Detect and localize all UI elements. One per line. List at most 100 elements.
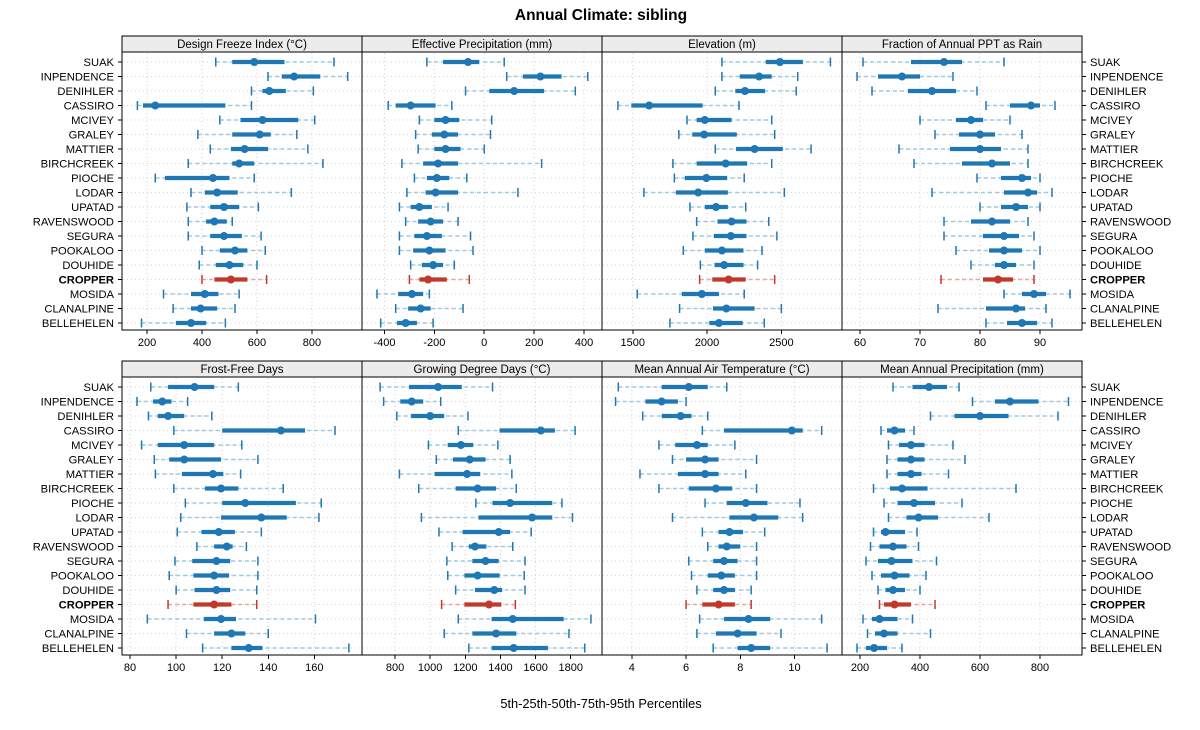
median-dot bbox=[426, 217, 435, 226]
axis-tick-label: 2500 bbox=[769, 337, 793, 349]
station-label-left: GRALEY bbox=[69, 454, 115, 466]
median-dot bbox=[212, 586, 221, 594]
median-dot bbox=[434, 383, 443, 391]
median-dot bbox=[914, 513, 923, 522]
station-label-right: GRALEY bbox=[1090, 454, 1136, 466]
median-dot bbox=[196, 304, 205, 313]
median-dot bbox=[429, 261, 438, 269]
median-dot bbox=[714, 600, 723, 609]
strip-label: Growing Degree Days (°C) bbox=[414, 364, 551, 376]
station-label-right: CROPPER bbox=[1090, 274, 1145, 286]
strip-label: Mean Annual Precipitation (mm) bbox=[880, 364, 1044, 376]
station-label-right: MOSIDA bbox=[1090, 289, 1135, 301]
median-dot bbox=[276, 426, 285, 435]
axis-tick-label: 400 bbox=[911, 662, 929, 674]
axis-tick-label: 4 bbox=[629, 662, 635, 674]
station-label-right: BIRCHCREEK bbox=[1090, 483, 1164, 495]
station-label-right: LODAR bbox=[1090, 187, 1129, 199]
median-dot bbox=[463, 470, 472, 478]
median-dot bbox=[235, 159, 244, 168]
panel-2: -400 -200 0 200 400 Effective Precipitation (… bbox=[361, 35, 603, 349]
median-dot bbox=[750, 145, 759, 153]
axis-tick-label: 8 bbox=[737, 662, 743, 674]
median-dot bbox=[440, 130, 449, 139]
median-dot bbox=[407, 290, 416, 298]
median-dot bbox=[473, 571, 482, 580]
median-dot bbox=[219, 203, 228, 211]
plot-caption: 5th-25th-50th-75th-95th Percentiles bbox=[500, 696, 701, 711]
station-label-left: GRALEY bbox=[69, 129, 115, 141]
median-dot bbox=[775, 58, 784, 66]
station-label-left: CASSIRO bbox=[64, 425, 115, 437]
axis-tick-label: 1800 bbox=[558, 662, 582, 674]
median-dot bbox=[657, 397, 666, 406]
median-dot bbox=[694, 188, 703, 197]
station-label-left: SUAK bbox=[84, 382, 115, 394]
median-dot bbox=[747, 644, 756, 652]
median-dot bbox=[217, 484, 226, 493]
median-dot bbox=[492, 629, 501, 638]
median-dot bbox=[994, 275, 1002, 284]
median-dot bbox=[441, 116, 450, 124]
median-dot bbox=[1000, 246, 1008, 255]
station-label-right: INPENDENCE bbox=[1090, 71, 1163, 83]
median-dot bbox=[441, 145, 450, 153]
axis-tick-label: -400 bbox=[373, 337, 395, 349]
station-labels-band-1: SUAK SUAK INPENDENCE INPENDENCE DENIHLER DENI… bbox=[33, 57, 1171, 330]
median-dot bbox=[702, 174, 711, 182]
station-label-right: UPATAD bbox=[1090, 202, 1133, 214]
strip-label: Mean Annual Air Temperature (°C) bbox=[634, 364, 809, 376]
axis-tick-label: 70 bbox=[914, 337, 926, 349]
median-dot bbox=[510, 87, 519, 95]
median-dot bbox=[724, 275, 733, 284]
median-dot bbox=[727, 217, 736, 226]
station-label-left: CLANALPINE bbox=[44, 628, 114, 640]
axis-tick-label: 100 bbox=[167, 662, 185, 674]
median-dot bbox=[744, 615, 753, 623]
station-label-right: SEGURA bbox=[1090, 556, 1138, 568]
axis-tick-label: 6 bbox=[683, 662, 689, 674]
median-dot bbox=[976, 130, 984, 139]
station-labels-band-2: SUAK SUAK INPENDENCE INPENDENCE DENIHLER DENI… bbox=[33, 382, 1171, 655]
panel-strip bbox=[841, 360, 1083, 378]
strip-label: Elevation (m) bbox=[688, 39, 756, 51]
station-label-right: CASSIRO bbox=[1090, 425, 1141, 437]
strip-label: Effective Precipitation (mm) bbox=[412, 39, 553, 51]
median-dot bbox=[880, 629, 888, 638]
median-dot bbox=[227, 629, 236, 638]
axis-tick-label: 80 bbox=[124, 662, 136, 674]
median-dot bbox=[733, 629, 742, 638]
median-dot bbox=[684, 383, 693, 391]
panel-4: 60 70 80 90 Fraction of Annual PPT as Rain bbox=[841, 35, 1083, 349]
axis-tick-label: 120 bbox=[213, 662, 231, 674]
median-dot bbox=[509, 644, 518, 652]
median-dot bbox=[426, 412, 435, 420]
median-dot bbox=[485, 600, 494, 609]
median-dot bbox=[701, 470, 710, 478]
median-dot bbox=[415, 203, 424, 211]
station-label-left: RAVENSWOOD bbox=[33, 541, 114, 553]
median-dot bbox=[907, 441, 915, 449]
median-dot bbox=[456, 441, 465, 449]
station-label-left: SUAK bbox=[84, 57, 115, 69]
station-label-left: PIOCHE bbox=[71, 173, 114, 185]
median-dot bbox=[1024, 188, 1032, 197]
median-dot bbox=[907, 470, 915, 478]
median-dot bbox=[151, 101, 160, 110]
axis-tick-label: 200 bbox=[138, 337, 156, 349]
median-dot bbox=[928, 87, 936, 95]
median-dot bbox=[217, 615, 226, 623]
median-dot bbox=[210, 600, 219, 609]
median-dot bbox=[1027, 101, 1035, 110]
median-dot bbox=[907, 455, 915, 464]
median-dot bbox=[645, 101, 654, 110]
axis-tick-label: 140 bbox=[259, 662, 277, 674]
median-dot bbox=[1018, 319, 1026, 327]
panel-strip bbox=[841, 35, 1083, 53]
median-dot bbox=[210, 217, 219, 226]
station-label-right: PIOCHE bbox=[1090, 498, 1133, 510]
station-label-right: MOSIDA bbox=[1090, 614, 1135, 626]
median-dot bbox=[887, 557, 896, 565]
